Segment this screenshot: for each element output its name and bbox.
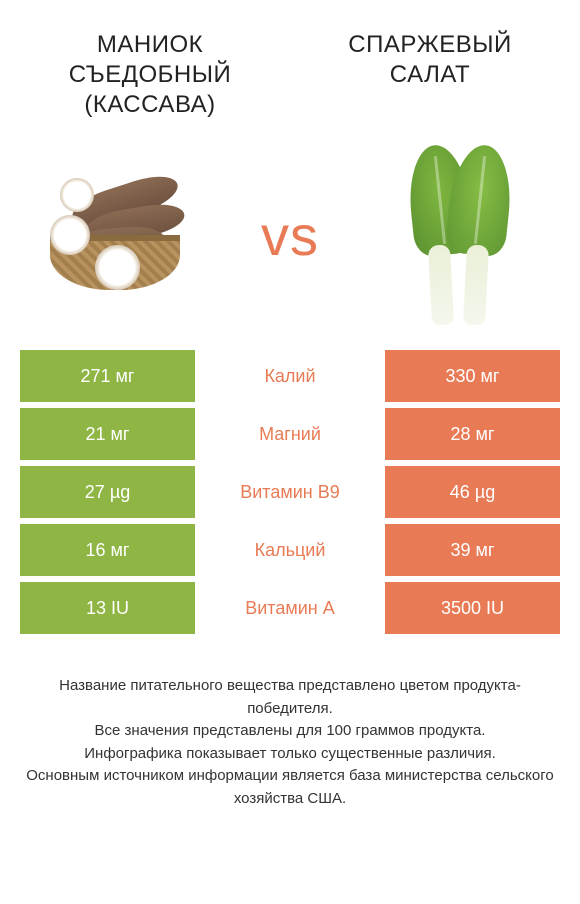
table-row: 13 IUВитамин A3500 IU bbox=[20, 582, 560, 634]
table-row: 271 мгКалий330 мг bbox=[20, 350, 560, 402]
left-value: 16 мг bbox=[20, 524, 195, 576]
header: МАНИОК СЪЕДОБНЫЙ (КАССАВА) СПАРЖЕВЫЙ САЛ… bbox=[0, 0, 580, 130]
comparison-table: 271 мгКалий330 мг21 мгМагний28 мг27 µgВи… bbox=[0, 350, 580, 634]
right-value: 28 мг bbox=[385, 408, 560, 460]
left-value: 271 мг bbox=[20, 350, 195, 402]
nutrient-label: Витамин A bbox=[195, 582, 385, 634]
right-product-title: СПАРЖЕВЫЙ САЛАТ bbox=[310, 30, 550, 120]
left-value: 21 мг bbox=[20, 408, 195, 460]
table-row: 27 µgВитамин B946 µg bbox=[20, 466, 560, 518]
nutrient-label: Магний bbox=[195, 408, 385, 460]
footer-line: Инфографика показывает только существенн… bbox=[25, 743, 555, 766]
vs-label: vs bbox=[261, 203, 319, 268]
left-product-title: МАНИОК СЪЕДОБНЫЙ (КАССАВА) bbox=[30, 30, 270, 120]
left-product-image bbox=[30, 150, 210, 320]
celtuce-icon bbox=[385, 145, 535, 325]
images-row: vs bbox=[0, 130, 580, 350]
footer-line: Основным источником информации является … bbox=[25, 765, 555, 810]
right-value: 330 мг bbox=[385, 350, 560, 402]
nutrient-label: Витамин B9 bbox=[195, 466, 385, 518]
right-value: 46 µg bbox=[385, 466, 560, 518]
right-value: 39 мг bbox=[385, 524, 560, 576]
left-value: 27 µg bbox=[20, 466, 195, 518]
footer-line: Все значения представлены для 100 граммо… bbox=[25, 720, 555, 743]
nutrient-label: Кальций bbox=[195, 524, 385, 576]
cassava-icon bbox=[40, 170, 200, 300]
nutrient-label: Калий bbox=[195, 350, 385, 402]
right-product-image bbox=[370, 150, 550, 320]
left-value: 13 IU bbox=[20, 582, 195, 634]
footer-line: Название питательного вещества представл… bbox=[25, 675, 555, 720]
table-row: 21 мгМагний28 мг bbox=[20, 408, 560, 460]
table-row: 16 мгКальций39 мг bbox=[20, 524, 560, 576]
right-value: 3500 IU bbox=[385, 582, 560, 634]
footer-notes: Название питательного вещества представл… bbox=[0, 640, 580, 810]
